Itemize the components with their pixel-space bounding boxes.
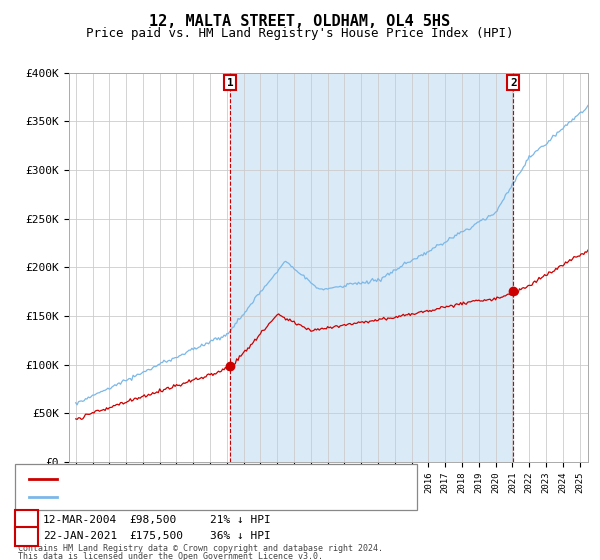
Text: 12, MALTA STREET, OLDHAM, OL4 5HS (detached house): 12, MALTA STREET, OLDHAM, OL4 5HS (detac… — [62, 474, 356, 484]
Text: This data is licensed under the Open Government Licence v3.0.: This data is licensed under the Open Gov… — [18, 552, 323, 560]
Text: 2: 2 — [23, 531, 30, 542]
Text: Contains HM Land Registry data © Crown copyright and database right 2024.: Contains HM Land Registry data © Crown c… — [18, 544, 383, 553]
Text: 1: 1 — [23, 515, 30, 525]
Text: 12-MAR-2004: 12-MAR-2004 — [43, 515, 118, 525]
Text: 21% ↓ HPI: 21% ↓ HPI — [210, 515, 271, 525]
Text: 2: 2 — [510, 77, 517, 87]
Text: 1: 1 — [227, 77, 233, 87]
Text: £98,500: £98,500 — [129, 515, 176, 525]
Text: 12, MALTA STREET, OLDHAM, OL4 5HS: 12, MALTA STREET, OLDHAM, OL4 5HS — [149, 14, 451, 29]
Bar — [230, 73, 513, 462]
Text: Price paid vs. HM Land Registry's House Price Index (HPI): Price paid vs. HM Land Registry's House … — [86, 27, 514, 40]
Text: 36% ↓ HPI: 36% ↓ HPI — [210, 531, 271, 542]
Text: 22-JAN-2021: 22-JAN-2021 — [43, 531, 118, 542]
Text: HPI: Average price, detached house, Oldham: HPI: Average price, detached house, Oldh… — [62, 492, 308, 502]
Text: £175,500: £175,500 — [129, 531, 183, 542]
